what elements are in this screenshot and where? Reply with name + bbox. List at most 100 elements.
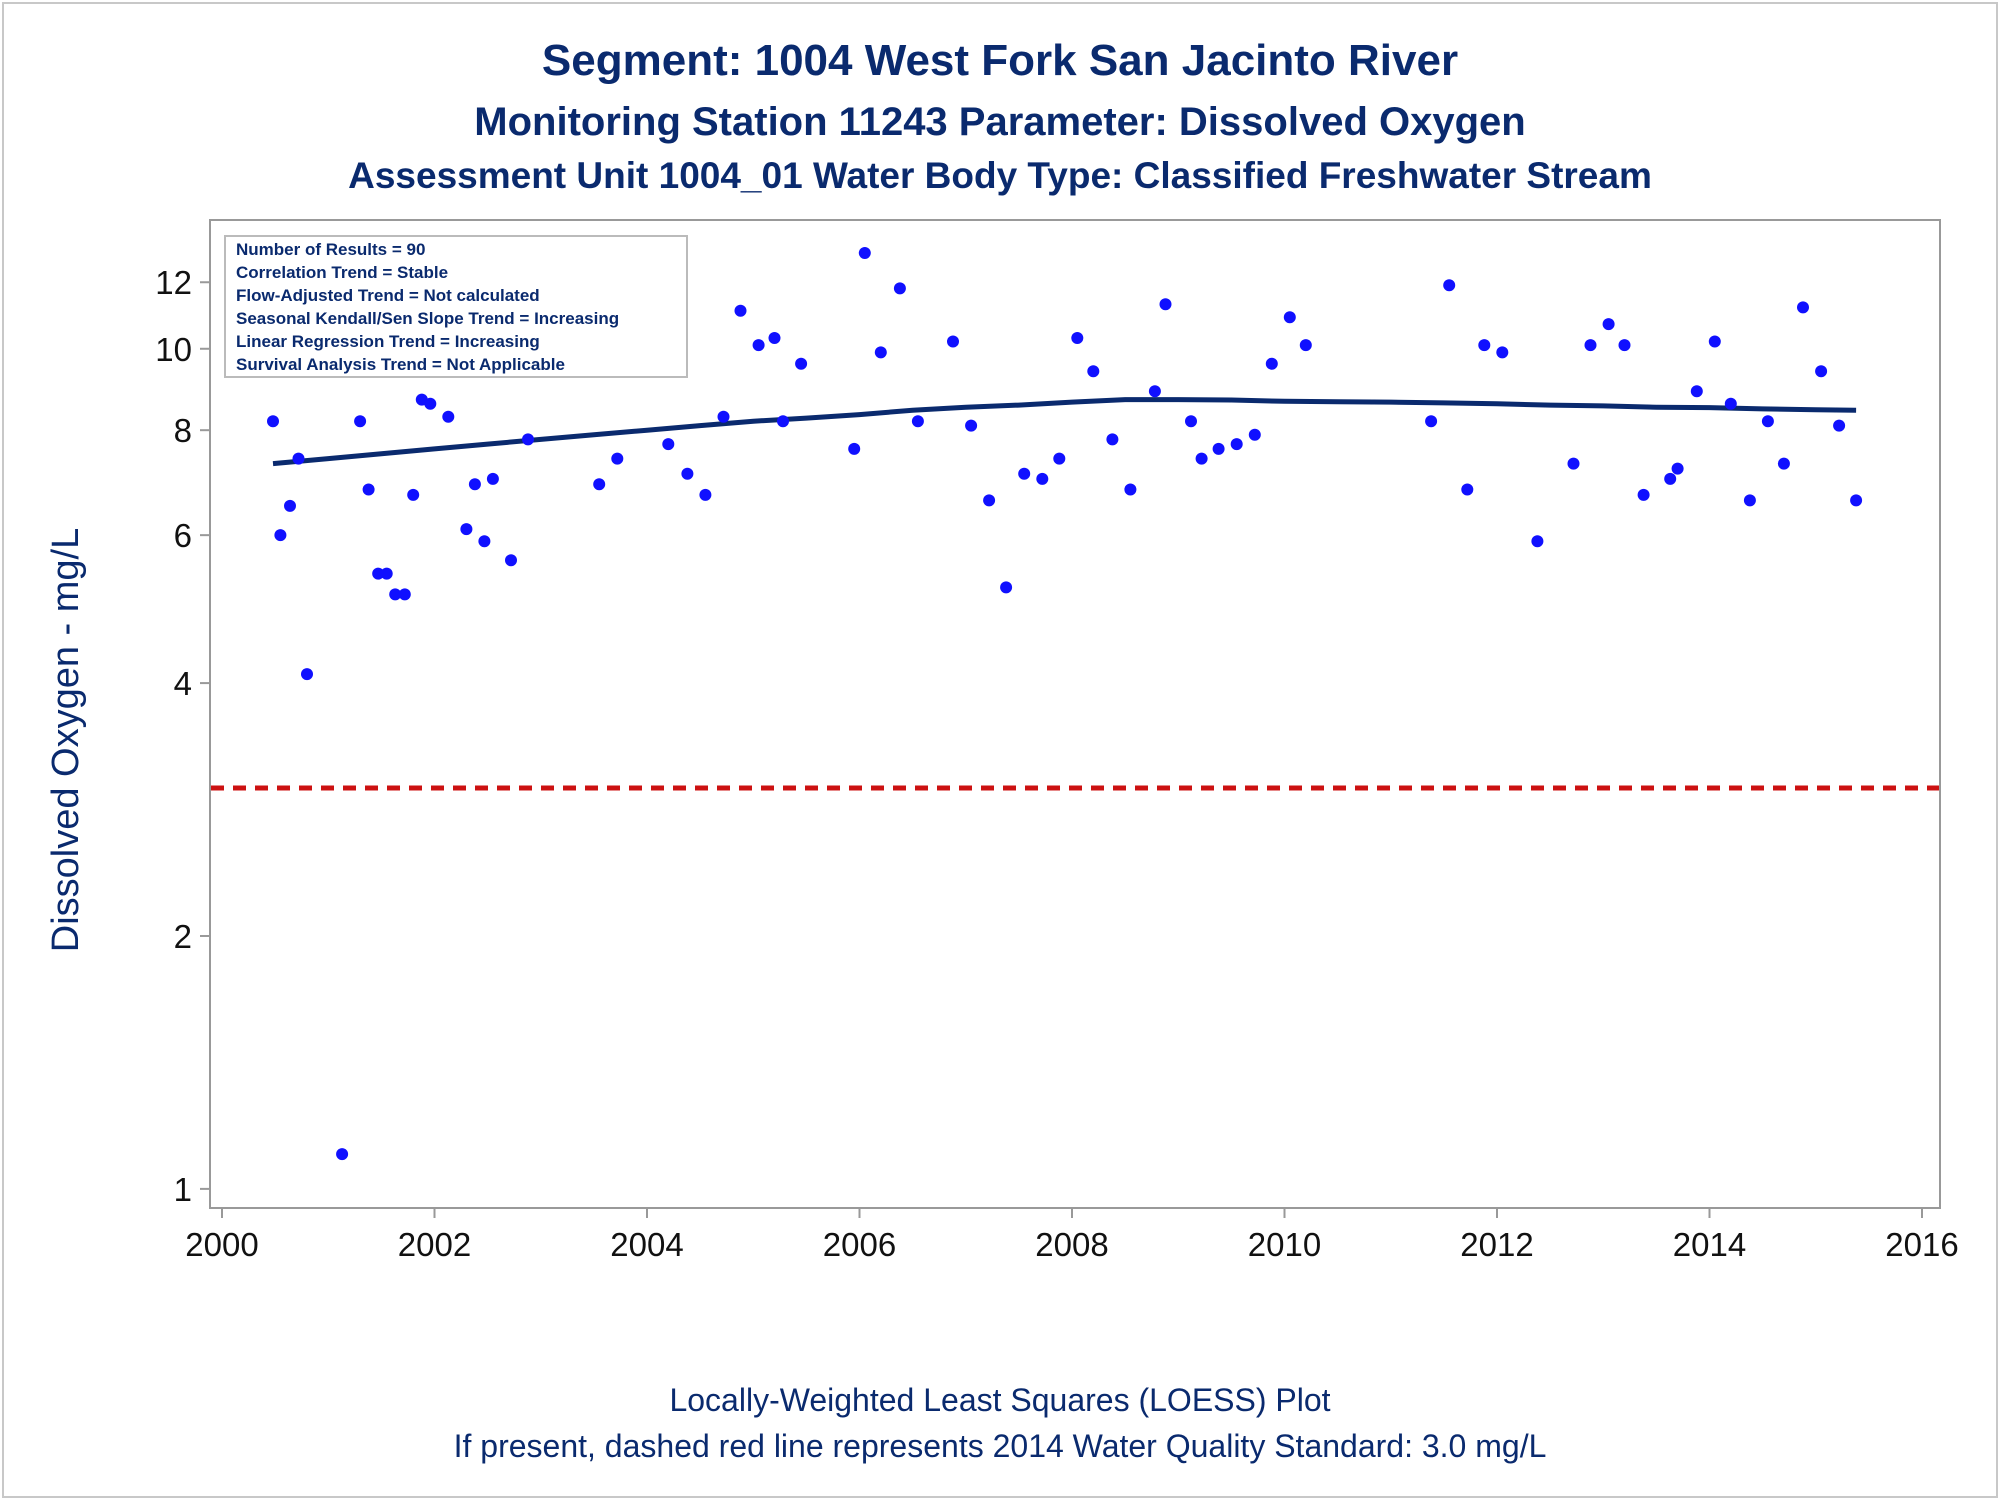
data-point [522,433,534,446]
data-point [662,438,675,451]
y-tick-label: 2 [174,918,192,955]
axes: 2000 2002 2004 2006 2008 2010 2012 2014 20161246… [155,264,1958,1263]
data-point [380,567,393,580]
data-point [274,529,287,542]
data-point [911,415,924,428]
data-point [1690,385,1703,398]
x-tick-label: 2002 [398,1226,471,1263]
y-tick-label: 4 [174,665,192,702]
data-point [752,339,765,352]
data-point [1053,452,1066,465]
data-point [893,282,906,295]
data-point [389,588,402,601]
data-point [777,415,789,428]
stats-line-results: Number of Results = 90 [236,240,425,259]
data-point [424,397,437,410]
data-point [460,523,473,536]
stats-line-regression: Linear Regression Trend = Increasing [236,332,540,351]
data-point [947,335,959,348]
data-point [1106,433,1119,446]
x-tick-label: 2014 [1673,1226,1746,1263]
data-point [1299,339,1312,352]
data-point [717,410,730,423]
data-point [1664,472,1677,485]
loess-curve [272,397,1857,467]
data-point [1567,457,1580,470]
y-tick-label: 12 [155,264,192,301]
data-point [1602,318,1615,331]
data-point [1637,488,1650,501]
chart-title: Segment: 1004 West Fork San Jacinto Rive… [541,36,1459,85]
data-point [593,478,606,491]
data-point [1584,339,1597,352]
x-tick-label: 2000 [185,1226,258,1263]
data-point [1018,467,1031,480]
data-point [848,442,861,455]
data-point [1124,483,1137,496]
stats-line-kendall: Seasonal Kendall/Sen Slope Trend = Incre… [236,309,619,328]
data-point [611,452,624,465]
data-point [362,483,375,496]
y-tick-label: 6 [174,517,192,554]
data-point [478,535,491,548]
data-point [1833,419,1846,432]
data-point [1850,494,1863,507]
data-point [1159,298,1172,311]
data-point [1671,462,1684,475]
data-point [1815,365,1828,378]
data-point [407,488,420,501]
stats-box-frame [224,235,688,378]
y-axis-label: Dissolved Oxygen - mg/L [45,528,87,953]
data-point [1248,428,1261,441]
data-point [1724,397,1737,410]
data-point [354,415,367,428]
stats-line-flow-adjusted: Flow-Adjusted Trend = Not calculated [236,286,540,305]
data-point [1761,415,1774,428]
data-point [267,415,279,428]
data-point [372,567,385,580]
stats-line-survival: Survival Analysis Trend = Not Applicable [236,355,565,374]
data-point [1618,339,1631,352]
data-point [1797,301,1809,314]
data-point [699,488,712,501]
data-point [874,346,887,359]
chart-subtitle-station: Monitoring Station 11243 Parameter: Diss… [474,100,1526,144]
data-point [301,668,313,681]
data-point [1265,357,1278,370]
stats-box: Number of Results = 90 Correlation Trend… [224,235,688,378]
data-point [292,452,305,465]
data-point [1230,438,1243,451]
data-point [768,332,781,344]
chart-subtitle-assessment: Assessment Unit 1004_01 Water Body Type:… [348,155,1652,196]
x-tick-label: 2006 [823,1226,896,1263]
stats-line-correlation: Correlation Trend = Stable [236,263,448,282]
data-point [1071,332,1084,344]
data-point [1000,581,1013,594]
footnote-standard: If present, dashed red line represents 2… [453,1428,1547,1464]
x-tick-label: 2008 [1035,1226,1108,1263]
data-points [267,238,1863,1161]
plot-area [209,219,1941,1209]
data-point [1531,535,1544,548]
data-point [1496,346,1509,359]
data-point [468,478,481,491]
data-point [486,472,499,485]
data-point [1478,339,1491,352]
x-tick-label: 2012 [1460,1226,1533,1263]
data-point [336,1148,349,1161]
y-tick-label: 10 [155,331,192,368]
data-point [1461,483,1474,496]
data-point [734,304,747,317]
data-point [1195,452,1208,465]
data-point [1036,472,1049,485]
data-point [1185,415,1197,428]
data-point [442,410,455,423]
x-tick-label: 2016 [1885,1226,1958,1263]
data-point [1148,385,1161,398]
data-point [965,419,978,432]
x-tick-label: 2004 [610,1226,683,1263]
data-point [505,554,517,567]
data-point [284,499,296,512]
data-point [1283,311,1296,324]
data-point [983,494,996,507]
